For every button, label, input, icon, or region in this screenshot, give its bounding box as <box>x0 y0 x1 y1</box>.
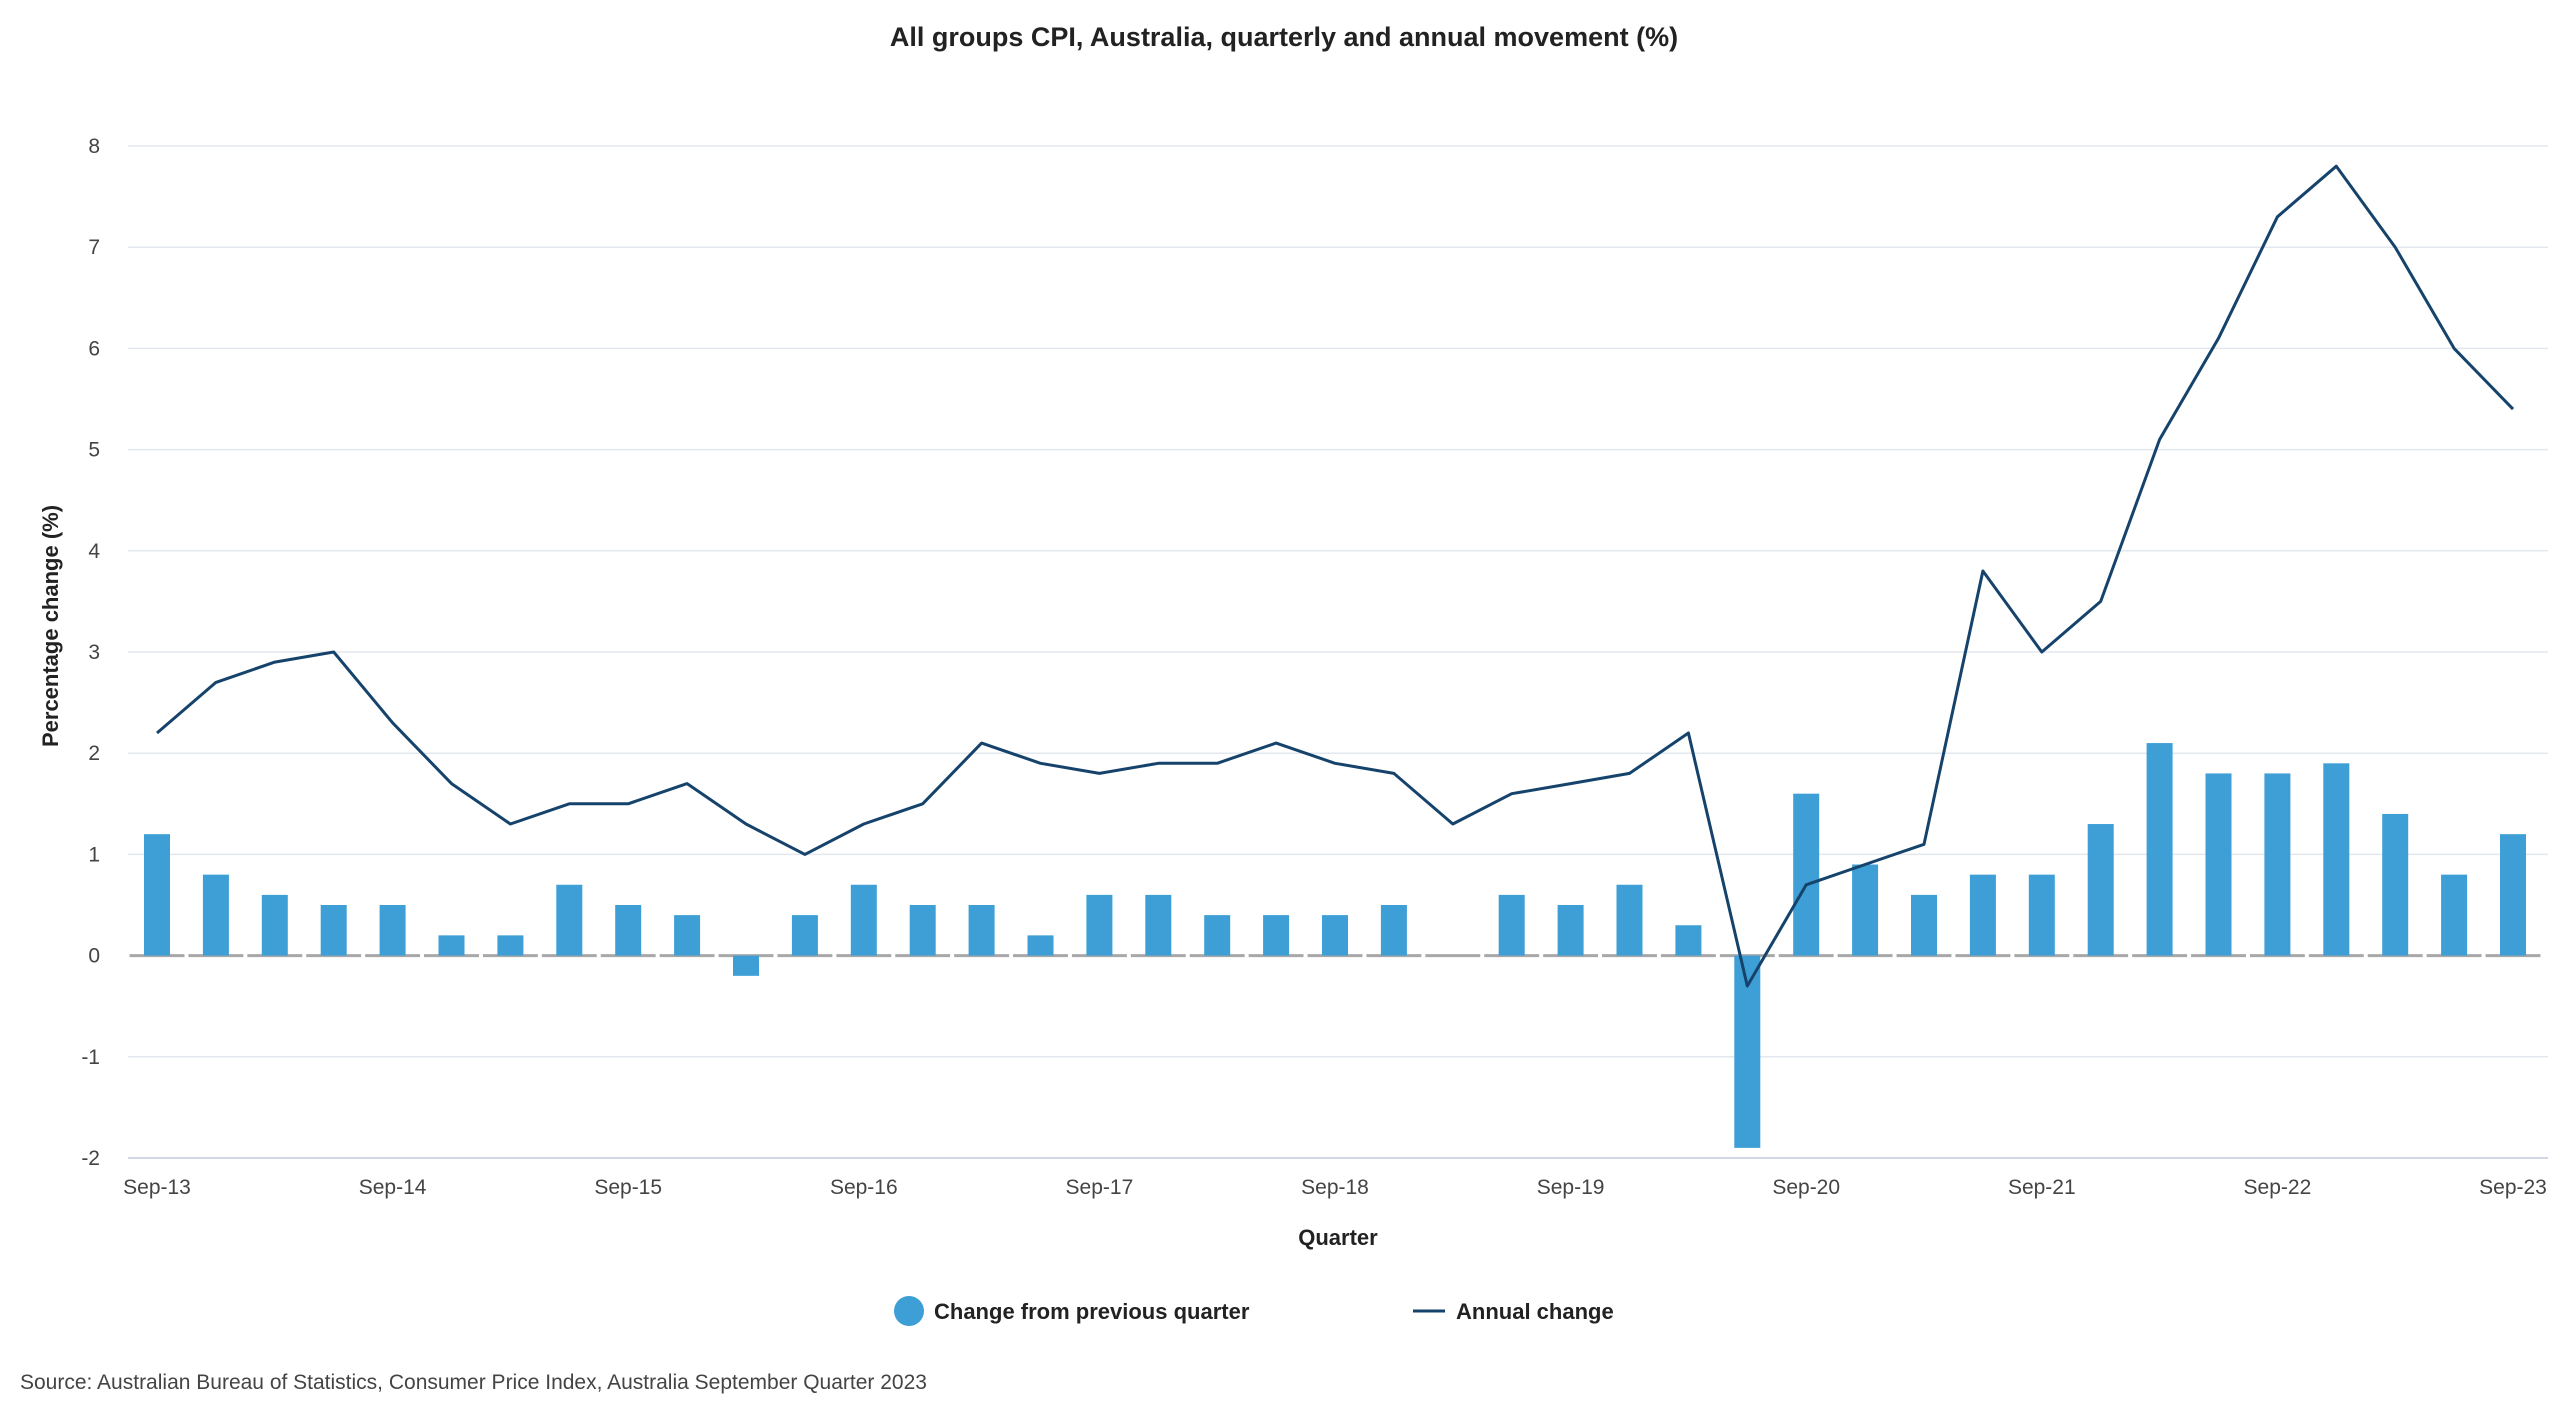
bar-Sep-19 <box>1557 905 1584 956</box>
bar-Sep-17 <box>1086 894 1113 956</box>
x-tick-label: Sep-14 <box>359 1176 427 1199</box>
x-axis-title: Quarter <box>1298 1225 1378 1250</box>
x-tick-label: Sep-15 <box>594 1176 662 1199</box>
bar-Jun-21 <box>1969 874 1996 956</box>
bar-Sep-23 <box>2500 834 2526 956</box>
bar-Sep-13 <box>144 834 170 956</box>
bar-Jun-15 <box>556 884 583 956</box>
x-tick-label: Sep-18 <box>1301 1176 1369 1199</box>
legend-line-label: Annual change <box>1456 1299 1614 1324</box>
chart-title: All groups CPI, Australia, quarterly and… <box>890 22 1678 52</box>
bar-Mar-21 <box>1911 894 1937 956</box>
x-tick-label: Sep-19 <box>1537 1176 1605 1199</box>
legend-bar-label: Change from previous quarter <box>934 1299 1250 1324</box>
legend-bar-swatch <box>894 1296 924 1326</box>
x-tick-label: Sep-13 <box>123 1176 191 1199</box>
bar-Jun-18 <box>1263 915 1290 956</box>
bar-Sep-20 <box>1793 793 1820 956</box>
y-tick-label: 3 <box>88 641 100 664</box>
y-tick-label: 5 <box>88 439 100 462</box>
x-tick-label: Sep-20 <box>1772 1176 1840 1199</box>
bar-Jun-16 <box>791 915 818 956</box>
bar-Mar-20 <box>1675 925 1702 956</box>
y-tick-label: 2 <box>88 742 100 765</box>
bar-Dec-20 <box>1852 864 1879 956</box>
bar-Mar-23 <box>2382 813 2409 956</box>
y-tick-label: -2 <box>81 1147 100 1170</box>
bar-Dec-22 <box>2323 763 2350 956</box>
y-tick-label: 7 <box>88 236 100 259</box>
bar-Sep-14 <box>379 905 406 956</box>
x-tick-label: Sep-21 <box>2008 1176 2076 1199</box>
bar-Jun-14 <box>320 905 347 956</box>
y-tick-label: 4 <box>88 540 100 563</box>
bar-Mar-18 <box>1204 915 1231 956</box>
bar-Dec-14 <box>438 935 465 956</box>
y-tick-label: 1 <box>88 843 100 866</box>
x-tick-label: Sep-23 <box>2479 1176 2547 1199</box>
bar-Dec-17 <box>1145 894 1172 956</box>
bar-Mar-14 <box>261 894 288 956</box>
bar-Dec-18 <box>1380 905 1407 956</box>
bar-Dec-13 <box>202 874 229 956</box>
bar-Jun-20 <box>1734 955 1761 1148</box>
bar-Dec-15 <box>674 915 701 956</box>
bar-Sep-15 <box>615 905 642 956</box>
annual-change-line <box>156 164 2515 988</box>
bar-Sep-16 <box>850 884 877 956</box>
bar-Sep-18 <box>1322 915 1348 956</box>
bar-Jun-17 <box>1027 935 1054 956</box>
legend: Change from previous quarter Annual chan… <box>894 1296 1614 1326</box>
source-note: Source: Australian Bureau of Statistics,… <box>20 1371 927 1394</box>
bar-Jun-19 <box>1498 894 1525 956</box>
y-tick-label: 0 <box>88 945 100 968</box>
bar-Dec-21 <box>2087 824 2114 956</box>
x-tick-label: Sep-17 <box>1066 1176 1134 1199</box>
y-tick-label: 6 <box>88 337 100 360</box>
bar-Mar-16 <box>733 955 759 976</box>
y-axis-title: Percentage change (%) <box>38 505 63 747</box>
bar-Dec-19 <box>1616 884 1643 956</box>
x-tick-label: Sep-22 <box>2244 1176 2312 1199</box>
y-tick-label: -1 <box>81 1046 100 1069</box>
x-tick-label: Sep-16 <box>830 1176 898 1199</box>
bar-Sep-21 <box>2028 874 2055 956</box>
bar-Jun-22 <box>2205 773 2232 956</box>
y-tick-label: 8 <box>88 135 100 158</box>
bar-Mar-17 <box>968 905 995 956</box>
quarterly-bars <box>144 743 2526 1148</box>
x-axis-ticks: Sep-13 Sep-14 Sep-15 Sep-16 Sep-17 Sep-18 Sep-… <box>123 1176 2547 1199</box>
bar-Mar-22 <box>2146 743 2173 956</box>
bar-Sep-22 <box>2264 773 2291 956</box>
bar-Dec-16 <box>909 905 936 956</box>
bar-Jun-23 <box>2441 874 2468 956</box>
bar-Mar-15 <box>497 935 524 956</box>
y-axis-ticks: 8 7 6 5 4 3 2 1 0 -1 -2 <box>81 135 100 1170</box>
gridlines <box>128 145 2548 1159</box>
